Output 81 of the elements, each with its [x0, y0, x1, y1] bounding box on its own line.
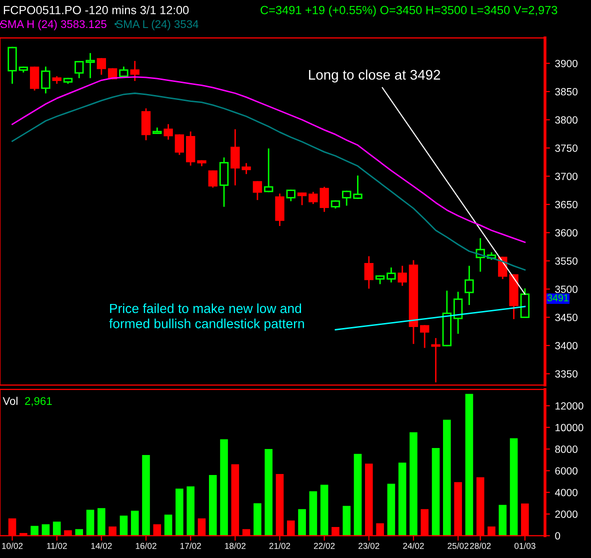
- x-tick-label: 24/02: [403, 542, 424, 549]
- text: 3491: [548, 294, 568, 302]
- bar: [220, 439, 228, 536]
- bar: [443, 420, 451, 536]
- bar: [120, 516, 128, 536]
- x-tick-label: 22/02: [314, 542, 335, 549]
- annotation: Price failed to make new low and formed bullish candlestick pattern: [109, 303, 304, 331]
- candlestick: [86, 53, 95, 78]
- y-tick-label: 3800: [555, 116, 578, 124]
- bar: [264, 449, 272, 536]
- x-tick-label: 23/02: [358, 542, 380, 549]
- bar: [164, 514, 172, 536]
- bar: [510, 438, 518, 536]
- y-tick-label: 3900: [555, 60, 578, 68]
- bar: [342, 506, 351, 536]
- x-tick-label: 18/02: [225, 542, 246, 549]
- annotation: 2,961: [25, 397, 52, 406]
- legend-label: SMA L (24) 3534: [116, 20, 198, 30]
- y-tick-label: 2000: [555, 510, 578, 518]
- text: Vol: [2, 396, 18, 405]
- y-tick-label: 3850: [555, 88, 578, 96]
- bar: [130, 510, 139, 536]
- y-tick-label: 12000: [556, 402, 584, 410]
- candlestick: [52, 76, 62, 84]
- x-tick-label: 21/02: [269, 542, 290, 549]
- bar: [398, 462, 406, 536]
- bar: [387, 484, 396, 536]
- candlestick: [186, 131, 196, 166]
- candlestick: [431, 338, 440, 382]
- y-tick-label: 3400: [555, 342, 578, 350]
- chart-subtitle: C=3491 +19 (+0.55%) O=3450 H=3500 L=3450 V=2,973: [260, 6, 558, 17]
- y-tick-label: 3450: [555, 314, 578, 322]
- bar: [86, 510, 94, 536]
- candlestick: [464, 266, 474, 306]
- y-tick-label: 3600: [555, 229, 578, 237]
- bar: [498, 504, 507, 536]
- x-tick-label: 17/02: [180, 542, 201, 549]
- candlestick: [275, 194, 284, 226]
- y-tick-label: 3500: [555, 286, 578, 293]
- x-tick-label: 01/03: [514, 542, 536, 549]
- x-tick-label: 25/02: [448, 542, 468, 549]
- bar: [75, 529, 84, 536]
- y-tick-label: 0: [555, 532, 560, 540]
- candlestick: [398, 266, 407, 286]
- bar: [298, 509, 306, 536]
- y-tick-label: 6000: [555, 467, 578, 475]
- legend-label: SMA H (24) 3583.125: [0, 20, 106, 30]
- chart-title: FCPO0511.PO -120 mins 3/1 12:00: [4, 6, 189, 14]
- bar: [465, 394, 474, 536]
- bar: [354, 454, 362, 536]
- bar: [309, 491, 318, 536]
- bar: [432, 448, 440, 536]
- x-tick-label: 16/02: [136, 542, 156, 549]
- bar: [52, 522, 61, 536]
- y-tick-label: 8000: [555, 446, 578, 453]
- y-tick-label: 10000: [556, 424, 584, 432]
- bar: [208, 475, 217, 536]
- y-tick-label: 3350: [555, 370, 578, 378]
- bar: [30, 526, 38, 536]
- bar: [186, 486, 194, 536]
- x-tick-label: 14/02: [91, 542, 112, 549]
- x-tick-label: 28/02: [470, 542, 491, 549]
- candlestick: [453, 292, 463, 334]
- x-tick-label: 10/02: [2, 542, 23, 549]
- candlestick: [164, 124, 173, 140]
- annotation: Long to close at 3492: [309, 70, 440, 82]
- candlestick: [364, 256, 374, 289]
- bar: [320, 484, 328, 536]
- bar: [176, 488, 184, 536]
- y-tick-label: 3650: [555, 200, 578, 208]
- y-tick-label: 4000: [554, 488, 578, 496]
- bar: [254, 503, 262, 536]
- candlestick: [386, 268, 396, 282]
- y-tick-label: 3750: [555, 144, 578, 152]
- candlestick: [41, 66, 50, 94]
- bar: [98, 508, 106, 536]
- y-tick-label: 3700: [555, 172, 578, 180]
- y-tick-label: 3550: [555, 257, 578, 265]
- bar: [142, 455, 150, 536]
- bar: [410, 432, 418, 536]
- x-tick-label: 11/02: [47, 542, 67, 549]
